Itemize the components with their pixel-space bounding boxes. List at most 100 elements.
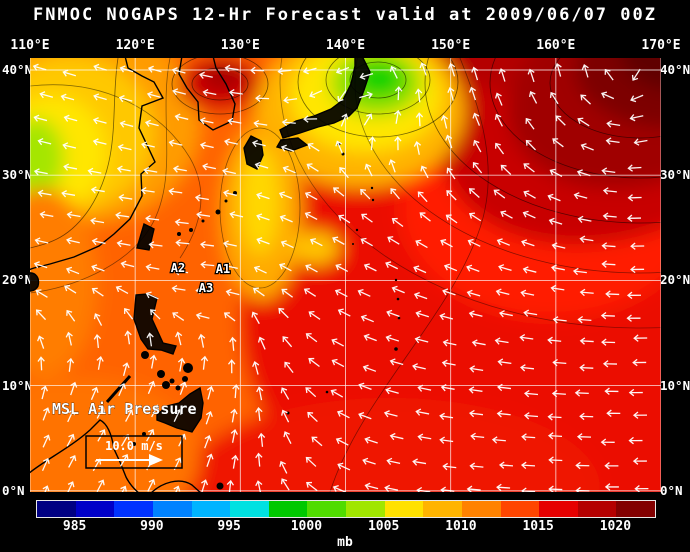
wind-arrow [389, 432, 404, 441]
wind-arrow [277, 67, 292, 75]
wind-arrow [256, 237, 270, 245]
wind-arrow [358, 382, 372, 391]
wind-arrow [335, 140, 343, 154]
china-coastline [30, 58, 165, 271]
wind-arrow [466, 485, 481, 492]
wind-arrow [368, 136, 376, 151]
wind-arrow [446, 190, 457, 201]
wind-arrow [149, 354, 157, 369]
wind-arrow [282, 165, 296, 174]
wind-arrow [70, 381, 78, 396]
wind-arrow [168, 139, 183, 147]
colorbar-segment [268, 501, 308, 517]
wind-legend-box [85, 435, 183, 469]
wind-arrow [498, 68, 506, 82]
wind-arrow [311, 436, 323, 447]
wind-arrow [394, 86, 403, 101]
wind-arrow [469, 462, 484, 470]
lon-tick-label: 140°E [325, 38, 366, 53]
lat-tick-label: 30°N [2, 167, 33, 183]
wind-arrow [523, 412, 539, 420]
wind-arrow [547, 413, 562, 421]
lat-tick-label: 40°N [660, 62, 690, 77]
wind-arrow [124, 330, 132, 345]
wind-arrow [550, 284, 565, 293]
wind-arrow [606, 409, 621, 417]
wind-arrow [632, 457, 647, 465]
colorbar-tick-label: 1015 [522, 519, 554, 534]
wind-arrow [496, 483, 511, 492]
wind-arrow [256, 386, 264, 401]
wind-arrow [39, 211, 54, 219]
wind-arrow [547, 193, 561, 202]
wind-arrow [385, 261, 399, 270]
wind-arrow [360, 188, 371, 200]
colorbar-tick-label: 995 [217, 519, 241, 534]
wind-arrow [174, 268, 189, 276]
colorbar-segment [307, 501, 346, 517]
wind-arrow [96, 479, 105, 492]
wind-arrow [179, 381, 188, 395]
wind-arrow [332, 236, 345, 245]
wind-arrow [498, 461, 514, 469]
wind-arrow [146, 332, 154, 347]
wind-arrow [602, 212, 617, 220]
wind-arrow [174, 113, 189, 121]
wind-arrow [302, 67, 317, 75]
wind-arrow [223, 189, 237, 197]
sulawesi-coastline [151, 480, 201, 492]
wind-arrow [42, 485, 50, 492]
hainan-island [30, 272, 40, 292]
wind-arrow [412, 363, 426, 371]
wind-arrow [361, 213, 373, 223]
wind-arrow [634, 485, 649, 492]
wind-arrow [91, 237, 106, 246]
wind-arrow [195, 312, 210, 320]
wind-arrow [340, 113, 349, 127]
wind-arrow [440, 114, 449, 129]
wind-arrow [119, 120, 134, 128]
wind-arrow [256, 213, 270, 221]
wind-arrow [522, 266, 537, 274]
wind-arrow [230, 428, 238, 443]
page-title: FNMOC NOGAPS 12-Hr Forecast valid at 200… [33, 5, 657, 25]
wind-arrow [338, 214, 351, 224]
wind-arrow [307, 411, 318, 423]
lon-tick-label: 130°E [220, 38, 260, 53]
wind-arrow [255, 452, 263, 467]
wind-arrow [523, 309, 538, 317]
wind-arrow [445, 214, 458, 224]
wind-arrow [521, 487, 536, 492]
lat-tick-label: 0°N [660, 482, 683, 498]
wind-arrow [497, 383, 512, 392]
colorbar [36, 500, 656, 518]
wind-arrow [305, 264, 318, 273]
wind-arrow [630, 265, 645, 274]
wind-arrow [33, 261, 48, 269]
wind-arrow [362, 364, 377, 372]
wind-arrow [520, 364, 535, 372]
wind-arrow [173, 408, 182, 422]
wind-arrow [387, 236, 400, 245]
wind-arrow [604, 387, 619, 395]
wind-arrow [195, 286, 210, 295]
wind-arrow [412, 458, 427, 466]
wind-arrow [626, 314, 641, 322]
wind-arrow [576, 169, 591, 177]
wind-arrow [172, 88, 186, 96]
wind-arrow [579, 337, 594, 345]
colorbar-segment [37, 501, 76, 517]
wind-arrow [251, 311, 260, 325]
wind-arrow [90, 186, 105, 194]
wind-arrow [360, 314, 374, 323]
coastlines [30, 58, 401, 492]
wind-arrow [91, 264, 105, 272]
wind-arrow [282, 336, 293, 348]
wind-arrow [416, 486, 431, 492]
wind-arrow [628, 436, 643, 445]
wind-arrow [144, 119, 159, 127]
lat-tick-label: 10°N [660, 377, 690, 393]
colorbar-segment [75, 501, 115, 517]
wind-arrow [33, 168, 48, 176]
small-islands [132, 142, 401, 490]
